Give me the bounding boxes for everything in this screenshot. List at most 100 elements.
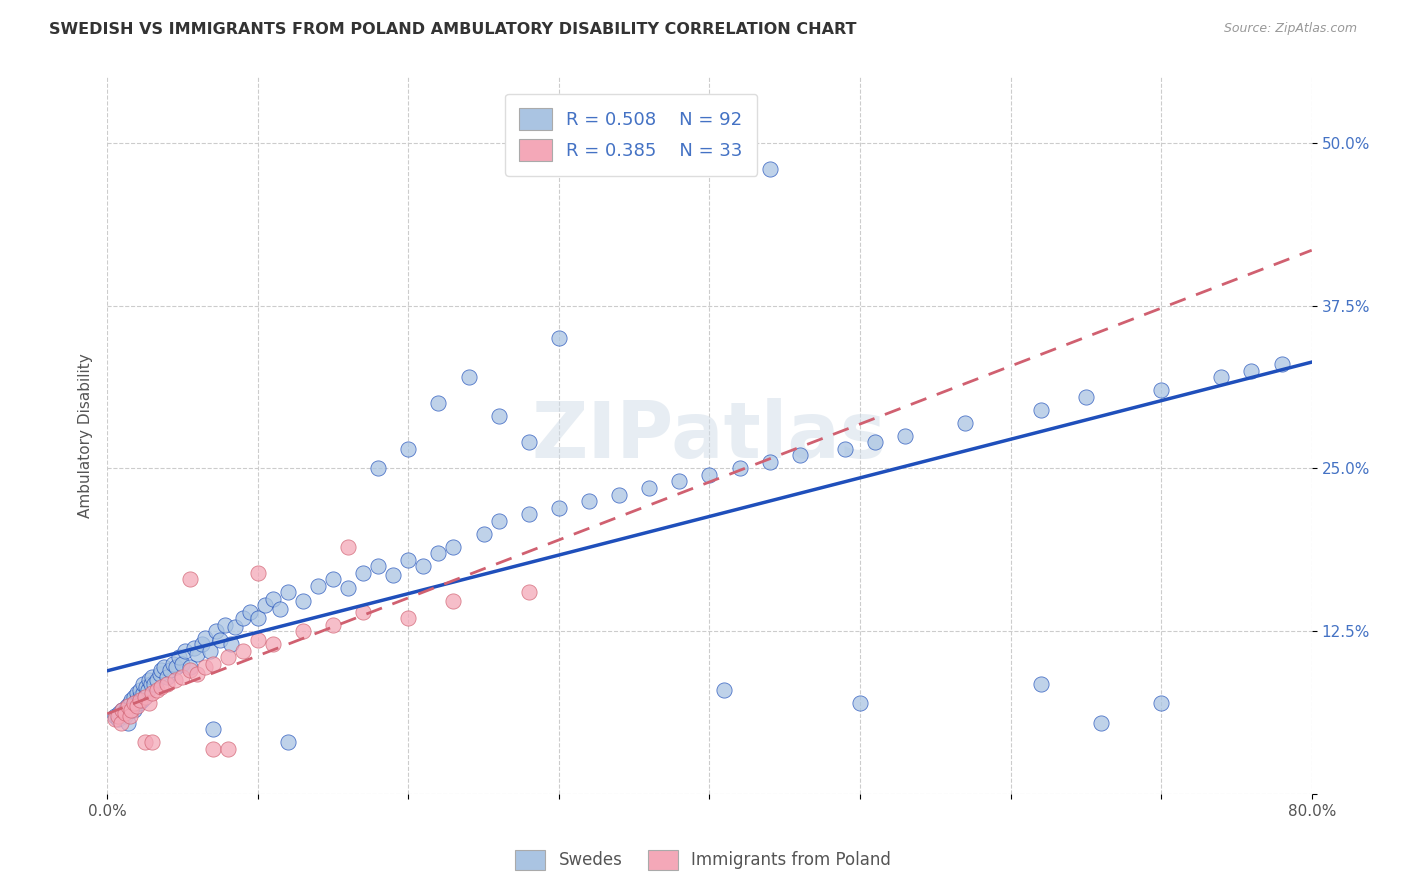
Point bbox=[955, 416, 977, 430]
Point bbox=[291, 594, 314, 608]
Point bbox=[517, 507, 540, 521]
Point bbox=[472, 526, 495, 541]
Point bbox=[322, 572, 344, 586]
Point bbox=[117, 698, 139, 713]
Point bbox=[194, 631, 217, 645]
Point bbox=[138, 673, 160, 687]
Point bbox=[131, 693, 153, 707]
Point bbox=[713, 683, 735, 698]
Point bbox=[578, 494, 600, 508]
Point bbox=[121, 698, 143, 713]
Point bbox=[246, 633, 269, 648]
Point bbox=[153, 659, 176, 673]
Point bbox=[758, 161, 780, 176]
Point bbox=[517, 435, 540, 450]
Point bbox=[201, 741, 224, 756]
Point bbox=[201, 657, 224, 671]
Point bbox=[150, 664, 173, 678]
Point bbox=[149, 667, 172, 681]
Point bbox=[396, 442, 419, 456]
Point bbox=[122, 696, 145, 710]
Point bbox=[337, 582, 360, 596]
Point bbox=[179, 664, 201, 678]
Point bbox=[488, 409, 510, 424]
Point bbox=[239, 605, 262, 619]
Point bbox=[1150, 384, 1173, 398]
Point bbox=[156, 670, 179, 684]
Point bbox=[699, 467, 721, 482]
Point bbox=[114, 706, 136, 721]
Point bbox=[129, 690, 152, 704]
Point bbox=[547, 331, 569, 345]
Point bbox=[134, 690, 156, 704]
Point bbox=[122, 690, 145, 704]
Point bbox=[117, 715, 139, 730]
Point bbox=[224, 620, 246, 634]
Point bbox=[1029, 402, 1052, 417]
Point bbox=[367, 559, 389, 574]
Point bbox=[198, 644, 221, 658]
Point bbox=[191, 637, 214, 651]
Point bbox=[412, 559, 434, 574]
Point bbox=[115, 698, 138, 713]
Point bbox=[127, 698, 149, 713]
Point bbox=[141, 685, 163, 699]
Point bbox=[894, 429, 917, 443]
Point bbox=[127, 692, 149, 706]
Point bbox=[128, 696, 150, 710]
Point bbox=[1271, 357, 1294, 371]
Point bbox=[112, 705, 135, 719]
Point bbox=[150, 681, 173, 695]
Point bbox=[142, 676, 165, 690]
Point bbox=[129, 693, 152, 707]
Point bbox=[269, 602, 291, 616]
Point bbox=[118, 696, 141, 710]
Point bbox=[214, 618, 236, 632]
Point bbox=[179, 659, 201, 673]
Point bbox=[114, 709, 136, 723]
Point bbox=[219, 637, 242, 651]
Point bbox=[457, 370, 479, 384]
Point bbox=[111, 702, 134, 716]
Point bbox=[443, 540, 465, 554]
Point bbox=[254, 599, 277, 613]
Point bbox=[134, 735, 156, 749]
Point bbox=[204, 624, 226, 639]
Point bbox=[367, 461, 389, 475]
Point bbox=[194, 659, 217, 673]
Point bbox=[322, 618, 344, 632]
Point bbox=[127, 685, 149, 699]
Point bbox=[183, 641, 205, 656]
Point bbox=[186, 647, 208, 661]
Point bbox=[668, 475, 690, 489]
Point bbox=[728, 461, 751, 475]
Point bbox=[169, 650, 191, 665]
Point bbox=[104, 712, 127, 726]
Point bbox=[427, 396, 450, 410]
Point bbox=[246, 611, 269, 625]
Point bbox=[396, 552, 419, 566]
Point bbox=[396, 611, 419, 625]
Point bbox=[111, 702, 134, 716]
Point bbox=[352, 605, 374, 619]
Point bbox=[122, 702, 145, 716]
Point bbox=[159, 664, 181, 678]
Legend: R = 0.508    N = 92, R = 0.385    N = 33: R = 0.508 N = 92, R = 0.385 N = 33 bbox=[505, 94, 758, 176]
Point bbox=[246, 566, 269, 580]
Point bbox=[146, 683, 169, 698]
Point bbox=[217, 741, 239, 756]
Point bbox=[291, 624, 314, 639]
Point bbox=[118, 709, 141, 723]
Text: ZIPatlas: ZIPatlas bbox=[531, 398, 887, 474]
Point bbox=[232, 644, 254, 658]
Point bbox=[201, 722, 224, 736]
Point bbox=[172, 657, 194, 671]
Point bbox=[138, 696, 160, 710]
Point bbox=[139, 676, 162, 690]
Point bbox=[146, 673, 169, 687]
Point bbox=[136, 683, 159, 698]
Point bbox=[382, 568, 405, 582]
Y-axis label: Ambulatory Disability: Ambulatory Disability bbox=[79, 353, 93, 518]
Point bbox=[789, 449, 811, 463]
Point bbox=[104, 709, 127, 723]
